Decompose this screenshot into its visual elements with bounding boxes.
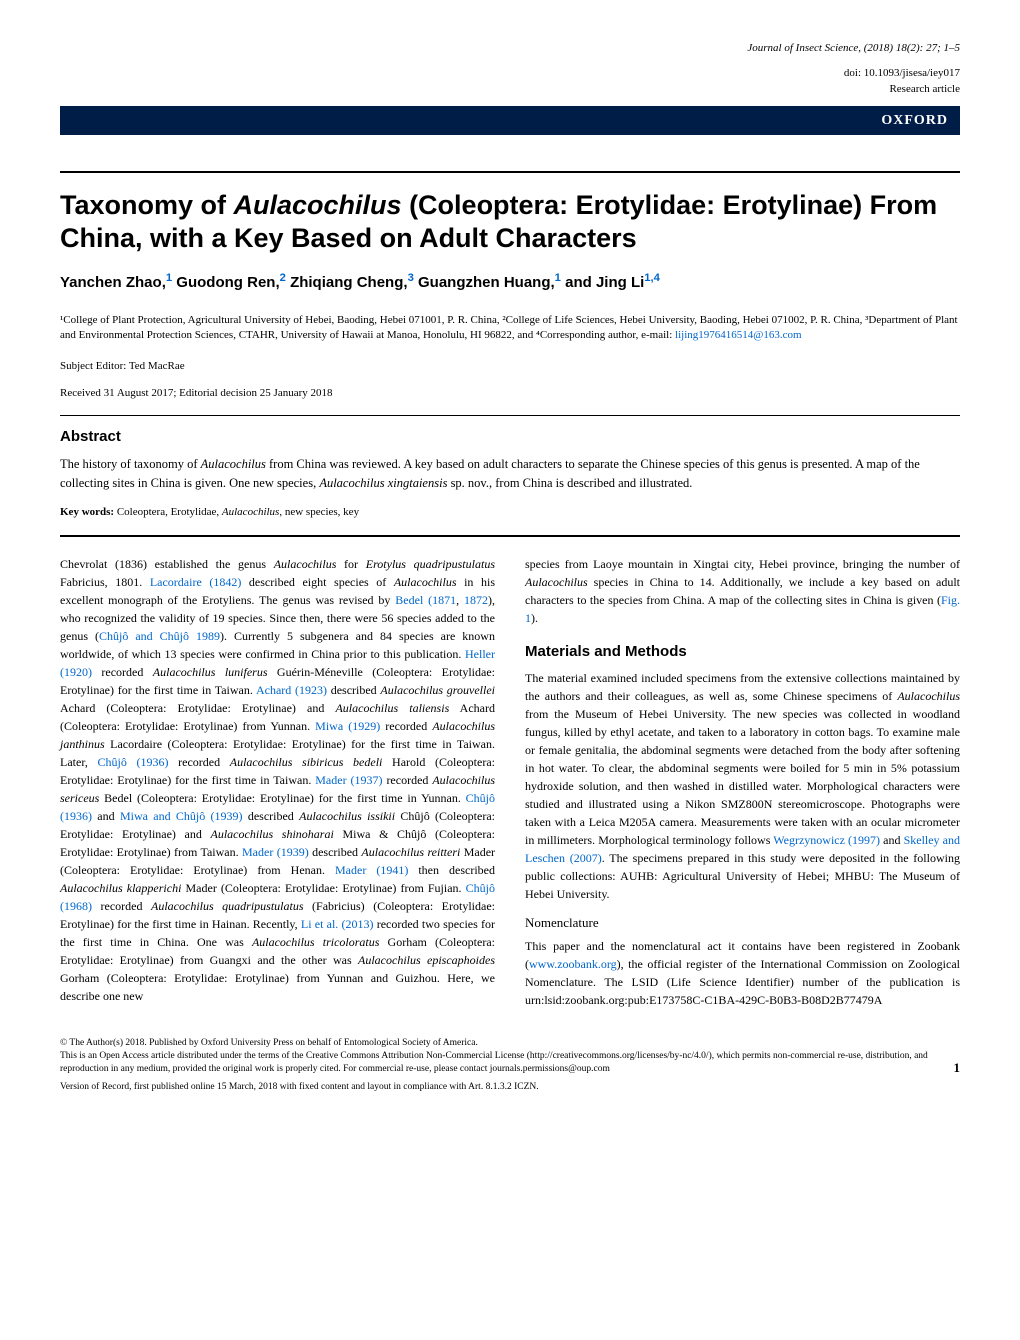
abstract-part-3: sp. nov., from China is described and il… bbox=[447, 476, 692, 490]
version-of-record: Version of Record, first published onlin… bbox=[60, 1081, 960, 1094]
divider bbox=[60, 415, 960, 416]
article-type: Research article bbox=[60, 81, 960, 98]
author-5-affil: 1,4 bbox=[644, 272, 660, 284]
author-4: Guangzhen Huang, bbox=[418, 274, 555, 291]
keywords-genus: Aulacochilus bbox=[222, 506, 279, 518]
keywords-text-2: , new species, key bbox=[279, 506, 359, 518]
doi: doi: 10.1093/jisesa/iey017 bbox=[60, 65, 960, 82]
body-columns: Chevrolat (1836) established the genus A… bbox=[60, 555, 960, 1019]
materials-methods-text: The material examined included specimens… bbox=[525, 669, 960, 903]
materials-methods-heading: Materials and Methods bbox=[525, 641, 960, 664]
keywords: Key words: Coleoptera, Erotylidae, Aulac… bbox=[60, 504, 960, 521]
publisher-logo: OXFORD bbox=[60, 106, 960, 135]
divider bbox=[60, 171, 960, 173]
abstract-part-1: The history of taxonomy of bbox=[60, 457, 201, 471]
author-1-affil: 1 bbox=[166, 272, 172, 284]
author-2: Guodong Ren, bbox=[176, 274, 279, 291]
divider bbox=[60, 535, 960, 537]
right-column: species from Laoye mountain in Xingtai c… bbox=[525, 555, 960, 1019]
title-prefix: Taxonomy of bbox=[60, 190, 234, 220]
author-3: Zhiqiang Cheng, bbox=[290, 274, 408, 291]
page-number: 1 bbox=[954, 1059, 961, 1077]
author-5: and Jing Li bbox=[565, 274, 644, 291]
author-3-affil: 3 bbox=[408, 272, 414, 284]
journal-citation: Journal of Insect Science, (2018) 18(2):… bbox=[60, 40, 960, 57]
nomenclature-text: This paper and the nomenclatural act it … bbox=[525, 937, 960, 1009]
author-1: Yanchen Zhao, bbox=[60, 274, 166, 291]
received-dates: Received 31 August 2017; Editorial decis… bbox=[60, 385, 960, 402]
nomenclature-heading: Nomenclature bbox=[525, 913, 960, 933]
author-4-affil: 1 bbox=[555, 272, 561, 284]
abstract-text: The history of taxonomy of Aulacochilus … bbox=[60, 455, 960, 493]
article-title: Taxonomy of Aulacochilus (Coleoptera: Er… bbox=[60, 189, 960, 257]
footer: © The Author(s) 2018. Published by Oxfor… bbox=[60, 1037, 960, 1094]
keywords-text-1: Coleoptera, Erotylidae, bbox=[117, 506, 222, 518]
intro-continuation: species from Laoye mountain in Xingtai c… bbox=[525, 555, 960, 627]
author-list: Yanchen Zhao,1 Guodong Ren,2 Zhiqiang Ch… bbox=[60, 270, 960, 295]
copyright: © The Author(s) 2018. Published by Oxfor… bbox=[60, 1037, 960, 1050]
title-genus: Aulacochilus bbox=[234, 190, 402, 220]
keywords-label: Key words: bbox=[60, 506, 117, 518]
abstract-species: Aulacochilus xingtaiensis bbox=[319, 476, 447, 490]
license-text: This is an Open Access article distribut… bbox=[60, 1050, 954, 1077]
affiliations-text: ¹College of Plant Protection, Agricultur… bbox=[60, 314, 958, 342]
abstract-genus-1: Aulacochilus bbox=[201, 457, 266, 471]
left-column: Chevrolat (1836) established the genus A… bbox=[60, 555, 495, 1019]
corresponding-email[interactable]: lijing1976416514@163.com bbox=[675, 329, 802, 341]
author-2-affil: 2 bbox=[280, 272, 286, 284]
abstract-heading: Abstract bbox=[60, 426, 960, 449]
subject-editor: Subject Editor: Ted MacRae bbox=[60, 358, 960, 375]
affiliations: ¹College of Plant Protection, Agricultur… bbox=[60, 313, 960, 345]
intro-paragraph: Chevrolat (1836) established the genus A… bbox=[60, 555, 495, 1005]
